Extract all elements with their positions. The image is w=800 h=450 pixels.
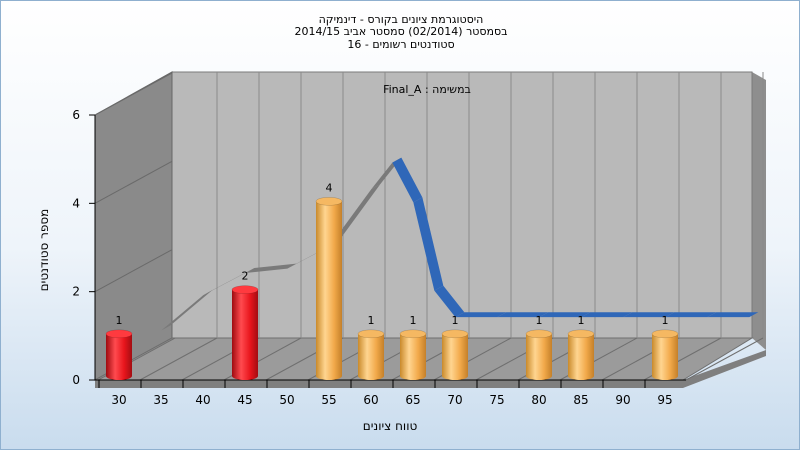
bar-top	[525, 329, 553, 339]
x-tick-label: 60	[363, 393, 378, 407]
x-tick-label: 90	[615, 393, 630, 407]
annotation-label: במשימה : Final_A	[383, 83, 471, 96]
bar: 1	[399, 314, 427, 380]
bar-top	[399, 329, 427, 339]
bar: 1	[357, 314, 385, 380]
bar-value-label: 1	[116, 314, 123, 327]
x-tick-label: 75	[489, 393, 504, 407]
bar: 1	[651, 314, 679, 380]
curve-segment	[161, 290, 213, 331]
bar-body	[652, 333, 678, 380]
curve-segment	[623, 312, 675, 318]
curve-segment	[665, 312, 717, 318]
curve-layer	[161, 157, 759, 331]
curve-segment	[203, 268, 255, 296]
x-tick-label: 95	[657, 393, 672, 407]
curve-segment	[434, 285, 465, 318]
bar-top	[357, 329, 385, 339]
x-tick-label: 45	[237, 393, 252, 407]
x-tick-label: 55	[321, 393, 336, 407]
left-grid-line	[94, 72, 173, 116]
bar-body	[232, 289, 258, 380]
right-depth-face	[752, 72, 766, 350]
curve-segment	[455, 312, 507, 318]
bar-top	[651, 329, 679, 339]
chart-title-line-2: בסמסטר (02/2014) סמסטר אביב 2014/15	[294, 25, 508, 38]
bar-body	[568, 333, 594, 380]
curve-segment	[413, 197, 444, 291]
bar-value-label: 1	[662, 314, 669, 327]
bar: 1	[441, 314, 469, 380]
x-tick-label: 30	[111, 393, 126, 407]
bar-top	[105, 329, 133, 339]
floor-grid-line	[685, 337, 764, 381]
bar-value-label: 1	[536, 314, 543, 327]
x-tick-label: 35	[153, 393, 168, 407]
bar-body	[106, 333, 132, 380]
curve-segment	[329, 184, 381, 247]
bar-value-label: 4	[326, 181, 333, 194]
x-tick-label: 85	[573, 393, 588, 407]
bar-top	[231, 285, 259, 294]
curve-segment	[581, 312, 633, 318]
left-grid-line	[94, 160, 173, 204]
bar-value-label: 1	[452, 314, 459, 327]
y-tick-label: 4	[72, 196, 80, 210]
left-grid-line	[94, 249, 173, 293]
y-tick-label: 2	[72, 285, 80, 299]
x-axis-label: טווח ציונים	[363, 419, 418, 433]
bar: 1	[567, 314, 595, 380]
x-tick-label: 70	[447, 393, 462, 407]
curve-segment	[371, 157, 402, 190]
bar-value-label: 1	[368, 314, 375, 327]
bar: 1	[525, 314, 553, 380]
curve-segment	[497, 312, 549, 318]
curve-segment	[245, 263, 297, 273]
x-tick-label: 50	[279, 393, 294, 407]
bar-layer: 1 2 4 1 1 1 1 1 1	[105, 181, 679, 380]
floor-grid-line	[139, 337, 218, 381]
axis-layer: 0 2 4 6 30 35 40 45 50 55 60 65 70 75 80 85 90 95	[72, 108, 686, 407]
y-tick-label: 6	[72, 108, 80, 122]
bar: 1	[105, 314, 133, 380]
bar-top	[567, 329, 595, 339]
x-tick-label: 40	[195, 393, 210, 407]
y-axis-label: מספר סטודנטים	[37, 209, 51, 292]
bar-value-label: 2	[242, 270, 249, 283]
bar-body	[442, 333, 468, 380]
bar-body	[400, 333, 426, 380]
bar-top	[315, 197, 343, 206]
bar: 2	[231, 270, 259, 380]
bar-body	[316, 201, 342, 380]
chart-title-line-1: היסטוגרמת ציונים בקורס - דינמיקה	[318, 13, 484, 26]
bar-top	[441, 329, 469, 339]
curve-segment	[539, 312, 591, 318]
bar-body	[358, 333, 384, 380]
chart-title-line-3: סטודנטים רשומים - 16	[347, 38, 455, 51]
bar-value-label: 1	[578, 314, 585, 327]
bar: 4	[315, 181, 343, 380]
y-tick-label: 0	[72, 373, 80, 387]
curve-segment	[707, 312, 759, 318]
curve-segment	[392, 157, 423, 203]
bar-value-label: 1	[410, 314, 417, 327]
x-tick-label: 65	[405, 393, 420, 407]
bar-body	[526, 333, 552, 380]
x-tick-label: 80	[531, 393, 546, 407]
